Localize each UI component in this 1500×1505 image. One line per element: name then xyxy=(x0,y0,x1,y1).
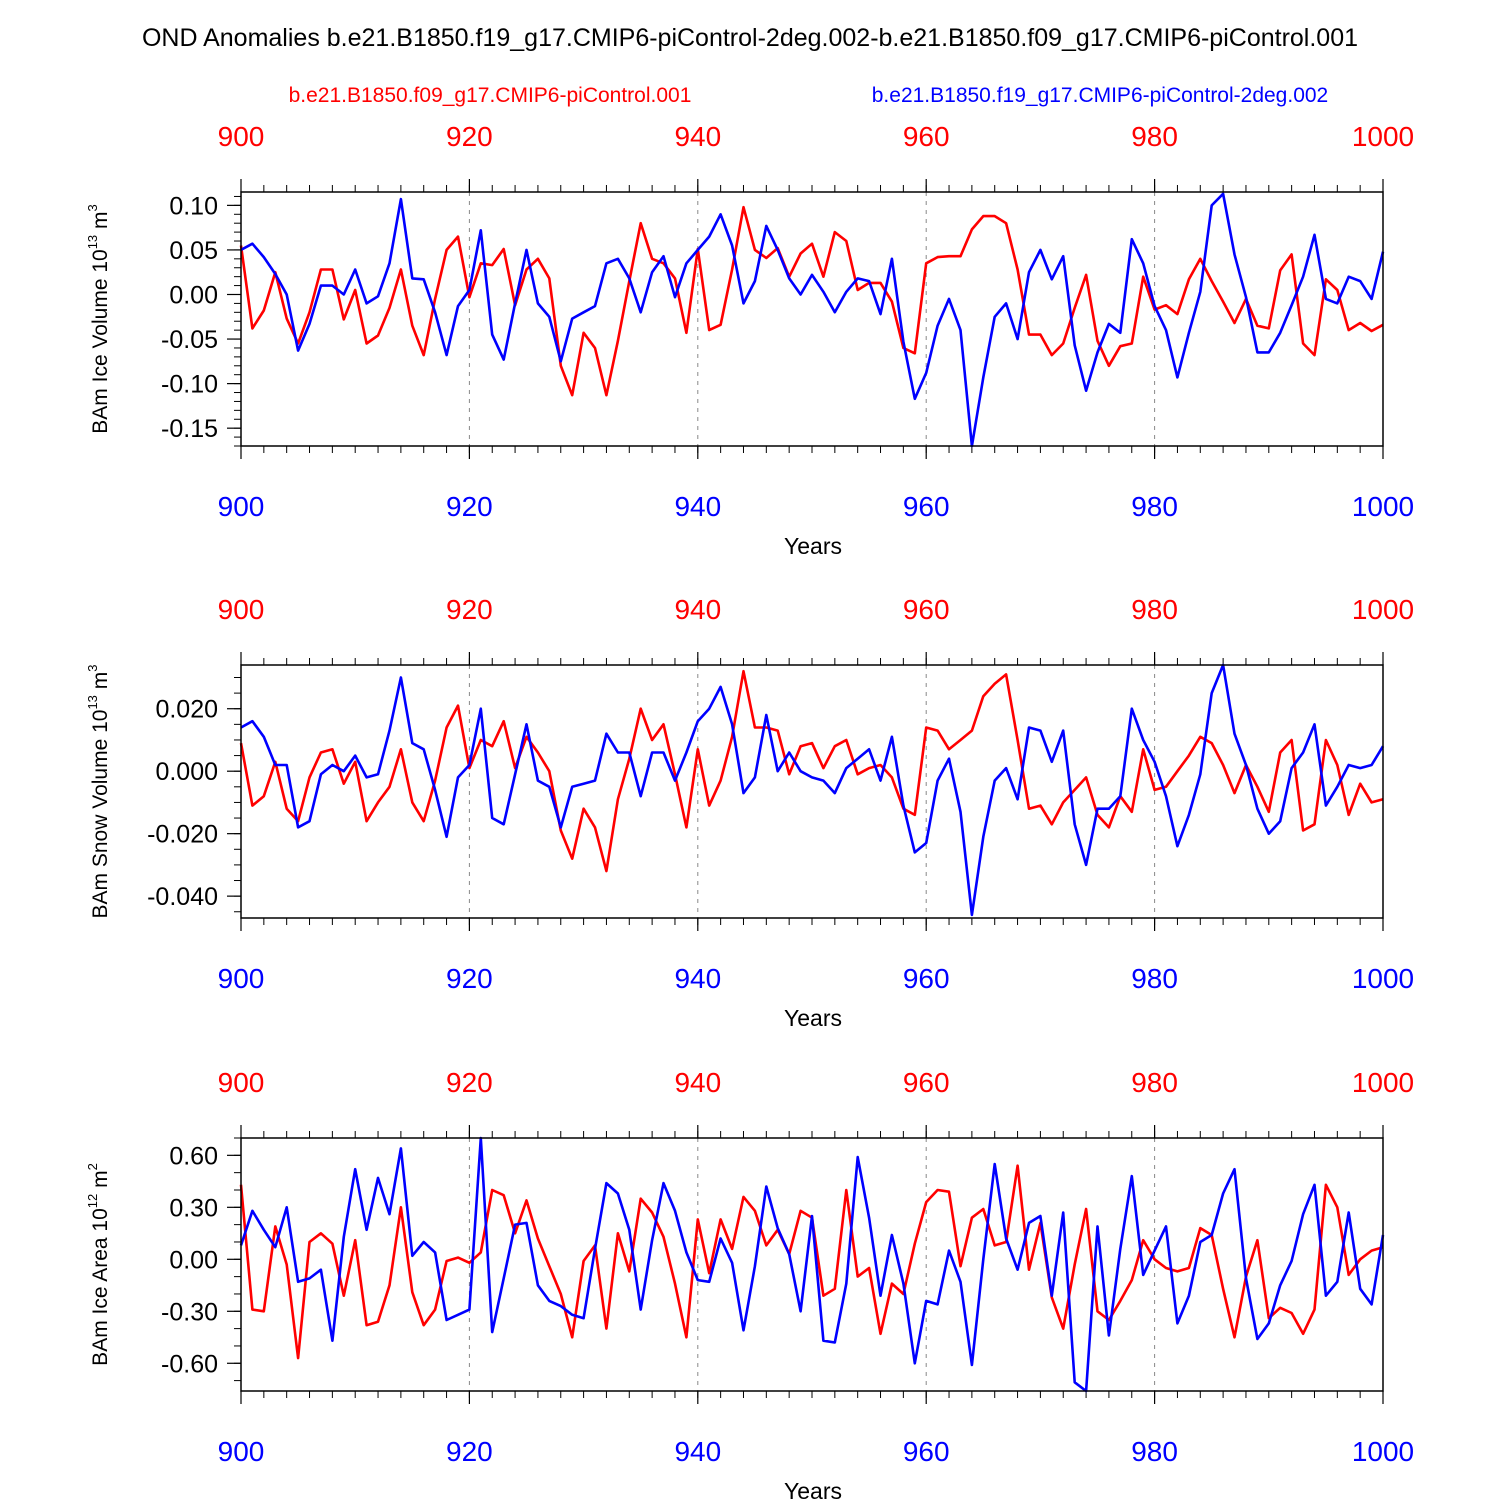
y-tick-label: 0.05 xyxy=(169,237,218,265)
x-tick-label-bottom: 960 xyxy=(903,963,950,994)
series-line-blue xyxy=(240,192,1385,448)
x-tick-label-bottom: 940 xyxy=(674,963,721,994)
plot-frame xyxy=(240,664,1384,919)
x-tick-label-bottom: 920 xyxy=(446,1436,493,1467)
x-tick-label-top: 900 xyxy=(218,1067,265,1098)
plot-frame xyxy=(240,191,1384,447)
x-tick-label-bottom: 920 xyxy=(446,963,493,994)
x-tick-label-bottom: 1000 xyxy=(1352,1436,1414,1467)
series-line-red xyxy=(239,669,1384,873)
y-tick-label: -0.10 xyxy=(161,371,218,399)
x-tick-label-bottom: 940 xyxy=(674,491,721,522)
x-tick-label-top: 1000 xyxy=(1352,1067,1414,1098)
figure-title: OND Anomalies b.e21.B1850.f19_g17.CMIP6-… xyxy=(142,24,1358,52)
y-tick-label: 0.10 xyxy=(169,192,218,220)
y-tick-label: -0.15 xyxy=(161,415,218,443)
y-tick-label: -0.05 xyxy=(161,326,218,354)
panel-ice-area: 900 900 920 920 940 940 960 960 980 980 1000 1000 0.… xyxy=(85,1067,1414,1504)
y-tick-label: -0.30 xyxy=(161,1298,218,1326)
x-tick-label-bottom: 980 xyxy=(1131,963,1178,994)
x-tick-label-bottom: 980 xyxy=(1131,1436,1178,1467)
x-tick-label-bottom: 960 xyxy=(903,491,950,522)
y-tick-label: -0.60 xyxy=(161,1350,218,1378)
x-tick-label-bottom: 960 xyxy=(903,1436,950,1467)
x-axis-label: Years xyxy=(784,1478,842,1500)
series-line-blue xyxy=(239,1136,1385,1393)
y-tick-label: 0.000 xyxy=(155,758,218,786)
x-tick-label-top: 1000 xyxy=(1352,121,1414,152)
x-tick-label-top: 940 xyxy=(674,1067,721,1098)
x-tick-label-top: 960 xyxy=(903,594,950,625)
legend-red-label: b.e21.B1850.f09_g17.CMIP6-piControl.001 xyxy=(289,84,692,107)
y-tick-label: -0.020 xyxy=(147,821,218,849)
series-line-blue xyxy=(240,663,1385,917)
x-axis-label: Years xyxy=(784,1005,842,1031)
x-tick-label-top: 980 xyxy=(1131,594,1178,625)
x-tick-label-top: 960 xyxy=(903,121,950,152)
x-tick-label-bottom: 1000 xyxy=(1352,963,1414,994)
panel-ice-volume: 900 900 920 920 940 940 960 960 980 980 1000 1000 0.… xyxy=(85,121,1414,559)
panel-snow-volume: 900 900 920 920 940 940 960 960 980 980 1000 1000 0.… xyxy=(85,594,1414,1031)
x-tick-label-bottom: 940 xyxy=(674,1436,721,1467)
x-tick-label-top: 940 xyxy=(674,121,721,152)
x-tick-label-bottom: 900 xyxy=(218,1436,265,1467)
y-axis-label: BAm Ice Area 1012 m2 xyxy=(85,1163,112,1366)
series-line-red xyxy=(239,1164,1384,1360)
x-tick-label-top: 920 xyxy=(446,121,493,152)
y-axis-label: BAm Snow Volume 1013 m3 xyxy=(85,665,112,919)
x-tick-label-top: 920 xyxy=(446,1067,493,1098)
x-axis-label: Years xyxy=(784,533,842,559)
x-tick-label-top: 1000 xyxy=(1352,594,1414,625)
x-tick-label-bottom: 980 xyxy=(1131,491,1178,522)
x-tick-label-top: 980 xyxy=(1131,1067,1178,1098)
x-tick-label-bottom: 900 xyxy=(218,491,265,522)
x-tick-label-top: 960 xyxy=(903,1067,950,1098)
y-tick-label: -0.040 xyxy=(147,883,218,911)
plot-frame xyxy=(240,1137,1384,1392)
x-tick-label-top: 900 xyxy=(218,594,265,625)
x-tick-label-bottom: 900 xyxy=(218,963,265,994)
y-axis-label: BAm Ice Volume 1013 m3 xyxy=(85,204,112,433)
y-tick-label: 0.00 xyxy=(169,1246,218,1274)
y-tick-label: 0.30 xyxy=(169,1194,218,1222)
x-tick-label-bottom: 920 xyxy=(446,491,493,522)
y-tick-label: 0.60 xyxy=(169,1142,218,1170)
x-tick-label-top: 980 xyxy=(1131,121,1178,152)
x-tick-label-bottom: 1000 xyxy=(1352,491,1414,522)
x-tick-label-top: 900 xyxy=(218,121,265,152)
y-tick-label: 0.020 xyxy=(155,696,218,724)
y-tick-label: 0.00 xyxy=(169,281,218,309)
series-line-red xyxy=(239,205,1384,397)
x-tick-label-top: 920 xyxy=(446,594,493,625)
legend-blue-label: b.e21.B1850.f19_g17.CMIP6-piControl-2deg… xyxy=(872,84,1328,107)
x-tick-label-top: 940 xyxy=(674,594,721,625)
